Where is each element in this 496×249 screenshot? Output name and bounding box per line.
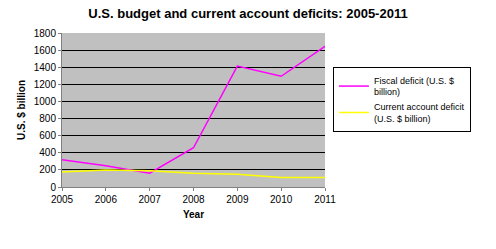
svg-text:2011: 2011 [314,194,336,205]
svg-text:Year: Year [183,209,204,220]
svg-text:1400: 1400 [34,62,57,73]
svg-text:1000: 1000 [34,96,57,107]
svg-text:2008: 2008 [182,194,205,205]
svg-text:1600: 1600 [34,45,57,56]
svg-text:2009: 2009 [226,194,249,205]
svg-text:Fiscal deficit (U.S. $billion): Fiscal deficit (U.S. $billion) [374,76,454,98]
svg-text:2010: 2010 [270,194,293,205]
svg-text:Current account deficit(U.S. $: Current account deficit(U.S. $ billion) [374,102,465,124]
svg-text:1200: 1200 [34,79,57,90]
svg-text:200: 200 [39,164,56,175]
svg-text:800: 800 [39,113,56,124]
svg-text:2005: 2005 [51,194,74,205]
svg-text:2006: 2006 [95,194,118,205]
svg-text:U.S. budget and current accoun: U.S. budget and current account deficits… [88,6,407,21]
svg-text:U.S. $ billion: U.S. $ billion [16,80,27,140]
svg-text:400: 400 [39,147,56,158]
svg-text:600: 600 [39,130,56,141]
svg-text:0: 0 [50,182,56,193]
svg-text:1800: 1800 [34,28,57,39]
svg-text:2007: 2007 [139,194,162,205]
